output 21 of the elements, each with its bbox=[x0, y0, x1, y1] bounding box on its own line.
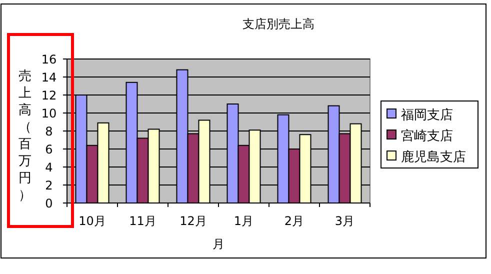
x-tick-label: 2月 bbox=[284, 214, 304, 228]
y-axis-title: 売上高（百万円） bbox=[18, 69, 32, 203]
y-tick-label: 10 bbox=[41, 106, 57, 120]
x-tick-label: 1月 bbox=[234, 214, 254, 228]
chart-title: 支店別売上高 bbox=[242, 17, 314, 31]
legend-label: 鹿児島支店 bbox=[401, 149, 466, 165]
x-tick-label: 12月 bbox=[180, 214, 207, 228]
y-tick-label: 8 bbox=[45, 124, 53, 138]
x-tick-label: 11月 bbox=[129, 214, 156, 228]
y-tick-label: 2 bbox=[45, 178, 53, 192]
y-tick-label: 0 bbox=[45, 196, 53, 210]
y-tick-label: 12 bbox=[41, 88, 57, 102]
legend-label: 宮崎支店 bbox=[401, 128, 453, 144]
legend-label: 福岡支店 bbox=[401, 107, 453, 123]
y-tick-label: 14 bbox=[41, 70, 57, 84]
y-tick-label: 4 bbox=[45, 160, 53, 174]
x-axis-title: 月 bbox=[212, 237, 224, 251]
x-tick-label: 3月 bbox=[334, 214, 355, 228]
x-tick-label: 10月 bbox=[78, 214, 106, 228]
y-tick-label: 6 bbox=[45, 142, 53, 156]
y-tick-label: 16 bbox=[41, 52, 57, 66]
